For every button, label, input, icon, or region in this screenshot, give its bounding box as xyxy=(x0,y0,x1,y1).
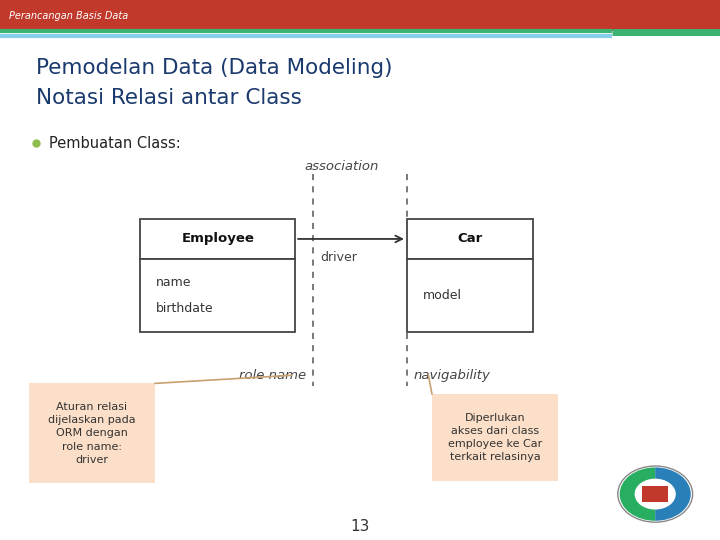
Bar xyxy=(642,486,668,502)
Wedge shape xyxy=(620,468,655,521)
Text: Pemodelan Data (Data Modeling): Pemodelan Data (Data Modeling) xyxy=(36,57,392,78)
Text: navigability: navigability xyxy=(414,369,491,382)
Text: Perancangan Basis Data: Perancangan Basis Data xyxy=(9,11,128,21)
Text: birthdate: birthdate xyxy=(156,302,214,315)
Text: Notasi Relasi antar Class: Notasi Relasi antar Class xyxy=(36,88,302,109)
Text: 13: 13 xyxy=(351,519,369,534)
Text: model: model xyxy=(423,289,462,302)
Circle shape xyxy=(634,478,676,510)
Text: Car: Car xyxy=(457,232,482,246)
Bar xyxy=(0,0,720,31)
Text: Pembuatan Class:: Pembuatan Class: xyxy=(49,136,181,151)
Text: Employee: Employee xyxy=(181,232,254,246)
Bar xyxy=(140,259,295,332)
Text: name: name xyxy=(156,276,192,289)
Bar xyxy=(140,219,295,259)
Bar xyxy=(407,259,533,332)
Text: Diperlukan
akses dari class
employee ke Car
terkait relasinya: Diperlukan akses dari class employee ke … xyxy=(448,413,542,462)
Bar xyxy=(432,394,558,481)
Bar xyxy=(29,383,155,483)
Text: association: association xyxy=(305,159,379,173)
Text: driver: driver xyxy=(320,251,357,265)
Text: role name: role name xyxy=(239,369,306,382)
Bar xyxy=(407,219,533,259)
Wedge shape xyxy=(655,468,690,521)
Text: Aturan relasi
dijelaskan pada
ORM dengan
role name:
driver: Aturan relasi dijelaskan pada ORM dengan… xyxy=(48,402,135,465)
